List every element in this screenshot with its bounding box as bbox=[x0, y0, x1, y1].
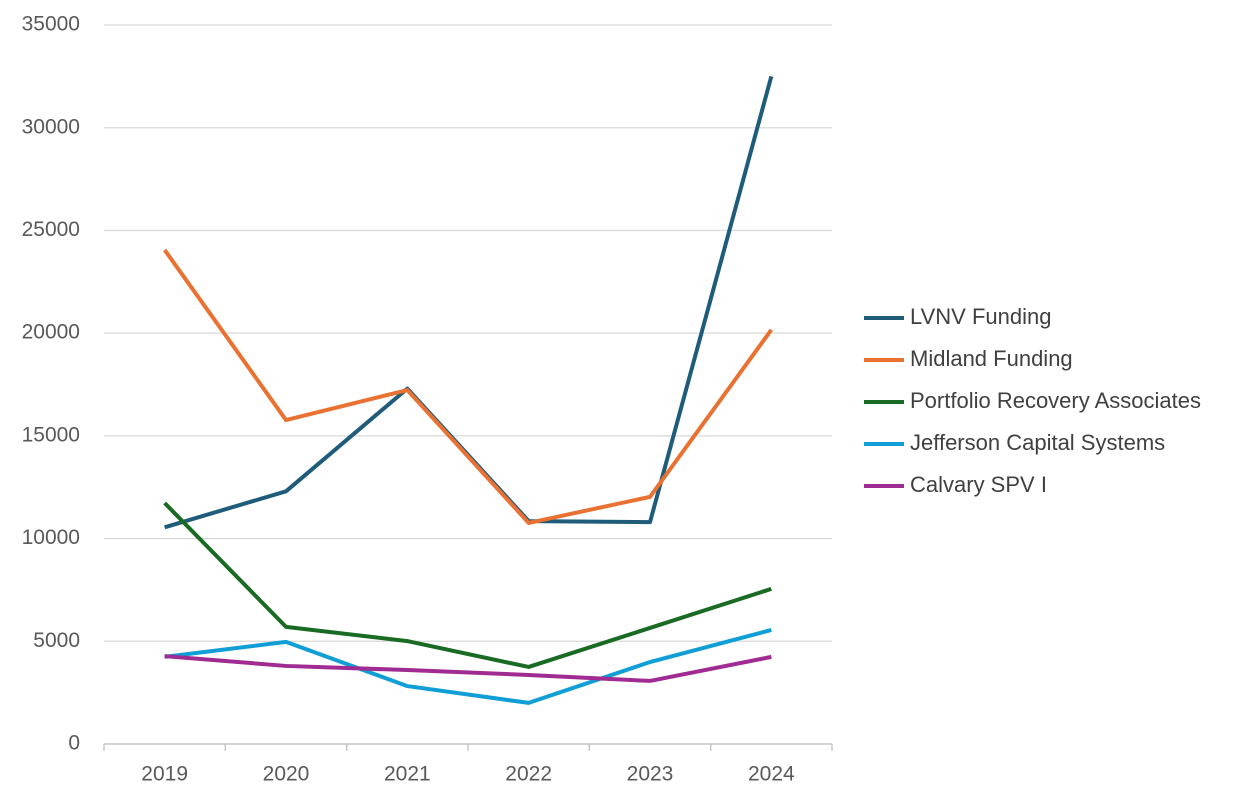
series-line bbox=[164, 75, 774, 530]
series-line bbox=[164, 628, 772, 705]
legend-label: Jefferson Capital Systems bbox=[910, 430, 1165, 455]
legend-label: Portfolio Recovery Associates bbox=[910, 388, 1201, 413]
y-tick-label: 30000 bbox=[22, 115, 80, 138]
y-tick-label: 20000 bbox=[22, 321, 80, 344]
x-tick-label: 2020 bbox=[263, 763, 310, 786]
y-tick-label: 5000 bbox=[33, 629, 80, 652]
x-tick-label: 2021 bbox=[384, 763, 431, 786]
x-tick-label: 2024 bbox=[748, 763, 795, 786]
y-tick-label: 25000 bbox=[22, 218, 80, 241]
x-tick-label: 2022 bbox=[505, 763, 552, 786]
y-tick-label: 0 bbox=[68, 732, 80, 755]
series-line bbox=[163, 501, 772, 669]
series-line bbox=[163, 248, 773, 525]
legend-label: Midland Funding bbox=[910, 346, 1073, 371]
x-tick-label: 2019 bbox=[141, 763, 188, 786]
y-tick-label: 10000 bbox=[22, 526, 80, 549]
x-tick-label: 2023 bbox=[627, 763, 674, 786]
legend-label: Calvary SPV I bbox=[910, 472, 1047, 497]
y-tick-label: 15000 bbox=[22, 423, 80, 446]
y-tick-label: 35000 bbox=[22, 13, 80, 36]
legend-label: LVNV Funding bbox=[910, 304, 1051, 329]
series-line bbox=[164, 654, 772, 683]
